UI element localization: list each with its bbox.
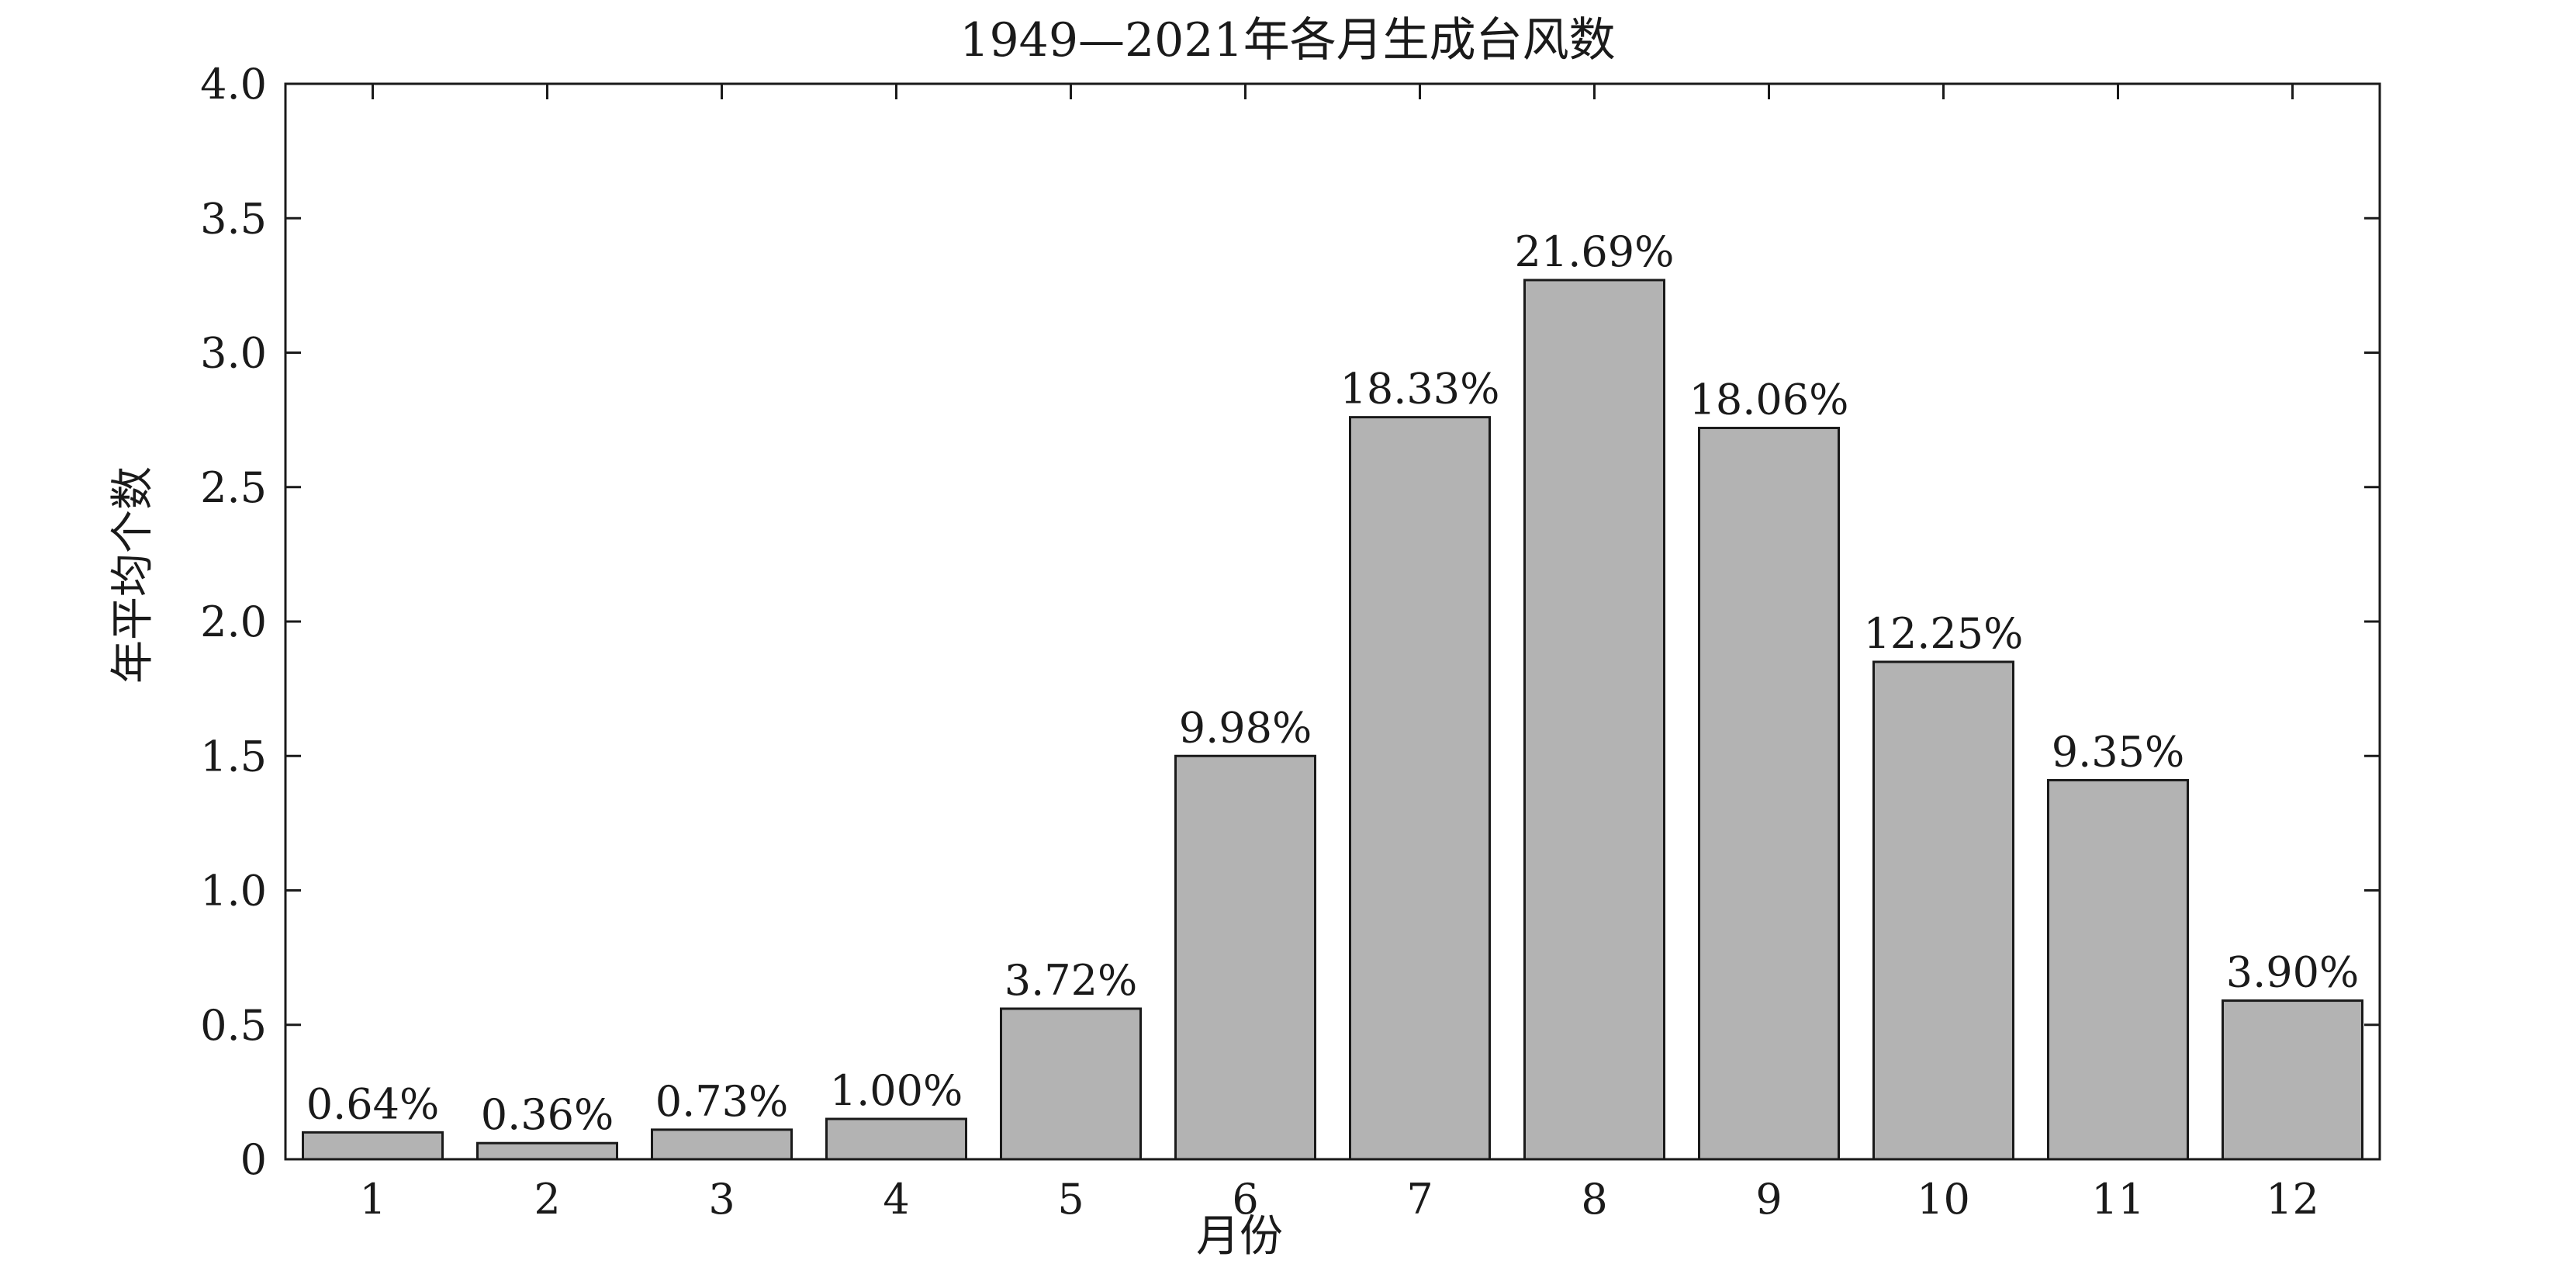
- bar-month-5: [1000, 1007, 1142, 1161]
- data-label-month-3: 0.73%: [655, 1077, 789, 1126]
- x-axis-label: 月份: [1196, 1211, 1283, 1262]
- data-label-month-6: 9.98%: [1179, 703, 1312, 752]
- data-label-month-7: 18.33%: [1340, 365, 1500, 414]
- y-tick-label: 2.5: [200, 463, 267, 512]
- x-tick-label: 12: [2266, 1175, 2319, 1224]
- x-tick-label: 4: [883, 1175, 909, 1224]
- bar-month-6: [1174, 754, 1316, 1161]
- bar-series: [302, 279, 2363, 1161]
- x-tick-label: 9: [1755, 1175, 1782, 1224]
- bar-month-1: [302, 1131, 444, 1161]
- data-label-month-9: 18.06%: [1689, 376, 1849, 424]
- data-labels: 0.64% 0.36% 0.73% 1.00% 3.72% 9.98% 18.33% 21.6…: [306, 227, 2360, 1139]
- x-tick-label: 10: [1917, 1175, 1970, 1224]
- y-tick-label: 1.5: [200, 732, 267, 781]
- x-tick-label: 11: [2091, 1175, 2145, 1224]
- x-tick-label: 3: [708, 1175, 735, 1224]
- x-tick-label: 6: [1232, 1175, 1258, 1224]
- bar-month-4: [825, 1117, 967, 1161]
- y-axis-label: 年平均个数: [108, 466, 158, 684]
- x-tick-label: 8: [1581, 1175, 1607, 1224]
- x-tick-label: 7: [1406, 1175, 1433, 1224]
- bar-month-9: [1698, 427, 1840, 1161]
- bar-month-12: [2222, 999, 2363, 1161]
- bar-month-3: [651, 1128, 793, 1161]
- x-axis: 1 2 3 4 5 6 7 8 9 10 11 12: [359, 84, 2319, 1224]
- y-tick-label: 3.5: [200, 194, 267, 243]
- data-label-month-8: 21.69%: [1515, 227, 1675, 276]
- data-label-month-11: 9.35%: [2052, 727, 2185, 776]
- chart-title: 1949—2021年各月生成台风数: [960, 13, 1615, 68]
- y-axis: 0 0.5 1.0 1.5 2.0 2.5 3.0 3.5 4.0: [200, 60, 2380, 1184]
- y-tick-label: 0: [240, 1135, 267, 1184]
- y-tick-label: 2.0: [200, 597, 267, 646]
- y-tick-label: 1.0: [200, 867, 267, 916]
- data-label-month-5: 3.72%: [1004, 956, 1138, 1005]
- data-label-month-10: 12.25%: [1864, 609, 2024, 658]
- y-tick-label: 4.0: [200, 60, 267, 109]
- data-label-month-4: 1.00%: [830, 1066, 963, 1115]
- bar-month-10: [1872, 660, 2014, 1161]
- data-label-month-2: 0.36%: [481, 1090, 614, 1139]
- bar-month-2: [476, 1141, 618, 1161]
- data-label-month-12: 3.90%: [2226, 948, 2360, 997]
- bar-month-7: [1349, 416, 1491, 1161]
- plot-frame: [284, 82, 2381, 1161]
- data-label-month-1: 0.64%: [306, 1079, 440, 1128]
- bar-month-8: [1523, 279, 1665, 1161]
- y-tick-label: 3.0: [200, 329, 267, 378]
- x-tick-label: 5: [1057, 1175, 1084, 1224]
- bar-month-11: [2047, 778, 2189, 1161]
- x-tick-label: 1: [359, 1175, 386, 1224]
- x-tick-label: 2: [534, 1175, 560, 1224]
- y-tick-label: 0.5: [200, 1001, 267, 1050]
